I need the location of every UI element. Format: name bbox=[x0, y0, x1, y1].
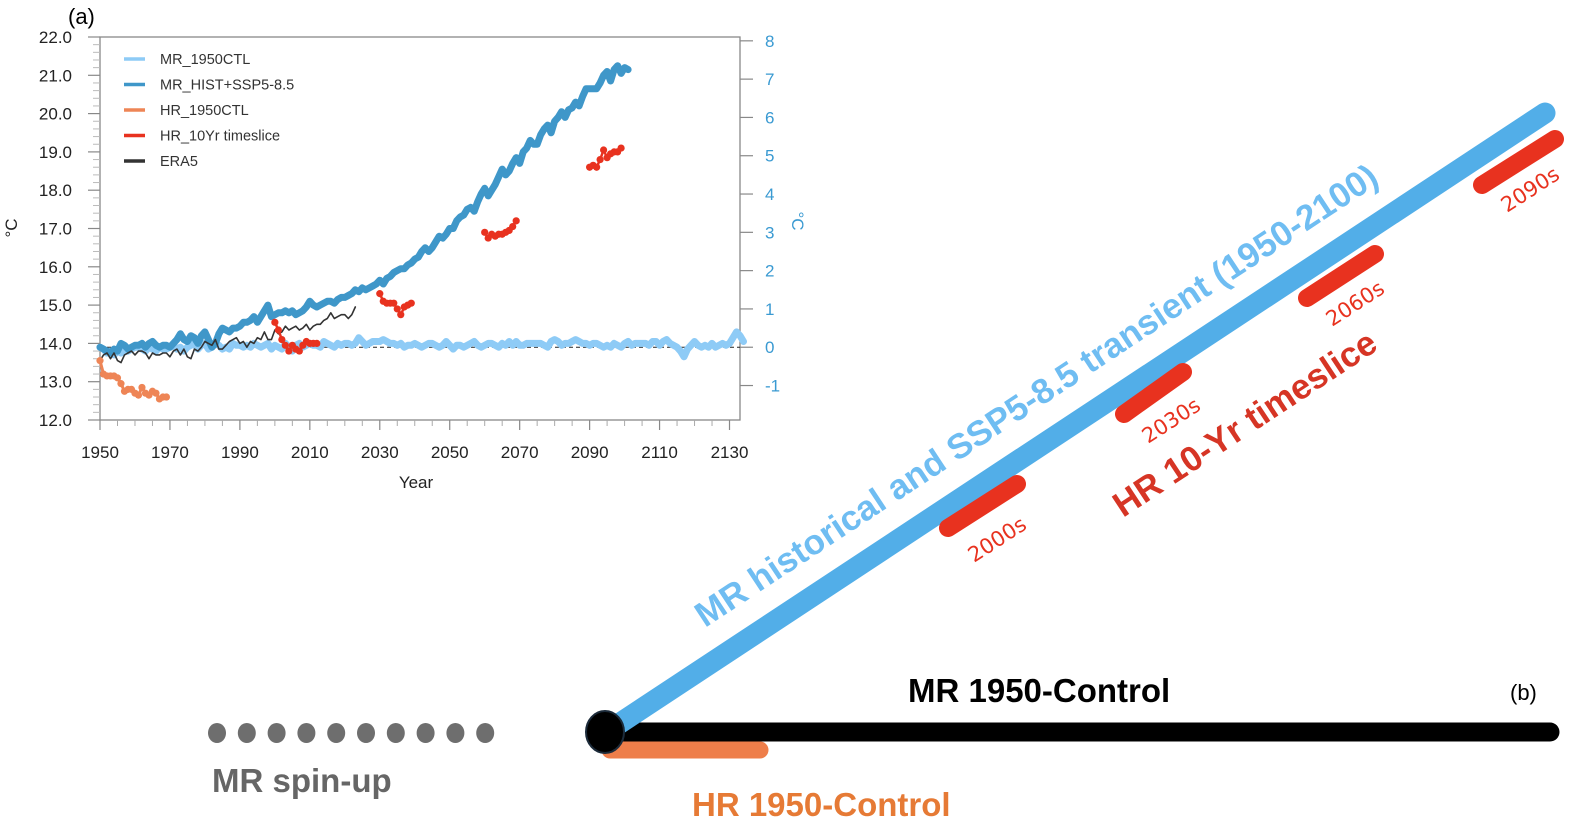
y-right-tick-label: 8 bbox=[765, 32, 774, 51]
series-layer bbox=[96, 62, 747, 403]
data-point bbox=[271, 318, 279, 326]
data-point bbox=[481, 228, 489, 236]
spinup-dot bbox=[208, 723, 226, 743]
data-point bbox=[407, 299, 415, 307]
data-point bbox=[278, 335, 286, 344]
spinup-label: MR spin-up bbox=[212, 762, 392, 799]
y-right-tick-label: 7 bbox=[765, 70, 774, 89]
hr-control-label: HR 1950-Control bbox=[692, 786, 951, 823]
series-line-mr-1950ctl bbox=[96, 328, 747, 361]
spinup-dot bbox=[357, 723, 375, 743]
y-tick-label: 22.0 bbox=[39, 28, 72, 47]
y-right-tick-label: 0 bbox=[765, 338, 774, 357]
y-right-tick-label: 4 bbox=[765, 185, 774, 204]
x-tick-label: 2110 bbox=[641, 443, 678, 462]
data-point bbox=[512, 217, 520, 225]
data-point bbox=[393, 305, 401, 313]
x-tick-label: 2130 bbox=[711, 443, 749, 462]
spinup-dot bbox=[327, 723, 346, 743]
x-tick-label: 2030 bbox=[361, 443, 399, 462]
legend-label: MR_1950CTL bbox=[160, 52, 250, 68]
x-tick-label: 2050 bbox=[431, 443, 469, 462]
y-right-tick-label: -1 bbox=[765, 377, 780, 396]
y-axis-title: °C bbox=[2, 218, 21, 237]
spinup-dot bbox=[267, 723, 286, 743]
panel-a-label: (a) bbox=[68, 4, 95, 29]
data-point bbox=[295, 347, 303, 355]
axis-ticks: 1950 1970 1990 2010 2030 2050 2070 2090 2110 2130… bbox=[39, 28, 780, 462]
x-tick-label: 1970 bbox=[151, 443, 189, 462]
panel-b-label: (b) bbox=[1510, 680, 1537, 705]
legend-label: HR_1950CTL bbox=[160, 103, 249, 119]
legend: MR_1950CTL MR_HIST+SSP5-8.5 HR_1950CTL HR_1… bbox=[124, 52, 294, 170]
data-point bbox=[593, 163, 601, 171]
y-tick-label: 16.0 bbox=[39, 258, 72, 277]
data-point bbox=[281, 341, 289, 349]
y-tick-label: 21.0 bbox=[39, 66, 72, 85]
x-axis-title: Year bbox=[399, 473, 434, 492]
spinup-dot bbox=[386, 723, 405, 743]
x-tick-label: 2010 bbox=[291, 443, 329, 462]
data-point bbox=[274, 326, 282, 334]
x-tick-label: 1990 bbox=[221, 443, 259, 462]
y-right-tick-label: 2 bbox=[765, 262, 774, 281]
data-point bbox=[600, 146, 608, 154]
data-point bbox=[117, 380, 125, 388]
data-point bbox=[113, 374, 122, 382]
branch-node bbox=[585, 710, 625, 754]
plot-frame bbox=[99, 36, 741, 421]
y-axis-right-title: °C bbox=[788, 211, 807, 230]
y-tick-label: 14.0 bbox=[39, 334, 72, 353]
timeslice-bar bbox=[1473, 130, 1564, 194]
legend-label: ERA5 bbox=[160, 154, 198, 170]
y-tick-label: 15.0 bbox=[39, 296, 72, 315]
legend-label: HR_10Yr timeslice bbox=[160, 129, 280, 145]
data-point bbox=[134, 391, 143, 399]
spinup-dot bbox=[446, 723, 465, 743]
mr-control-label: MR 1950-Control bbox=[908, 672, 1170, 709]
spinup-dot bbox=[476, 723, 495, 743]
timeslice-bar bbox=[1115, 363, 1192, 423]
y-right-tick-label: 3 bbox=[765, 223, 774, 242]
y-tick-label: 17.0 bbox=[39, 220, 72, 239]
data-point bbox=[162, 393, 171, 401]
series-line-era5 bbox=[99, 306, 357, 364]
data-point bbox=[617, 144, 625, 152]
y-tick-label: 13.0 bbox=[39, 373, 72, 392]
data-point bbox=[285, 347, 293, 355]
data-point bbox=[596, 155, 604, 164]
timeslice-bar bbox=[1298, 245, 1384, 307]
data-point bbox=[509, 222, 517, 231]
panel-b-diagram: 2000s 2030s 2060s 2090s MR historical an… bbox=[208, 102, 1564, 823]
x-tick-label: 2070 bbox=[501, 443, 539, 462]
spinup-dots bbox=[208, 723, 495, 743]
y-right-tick-label: 6 bbox=[765, 108, 774, 127]
y-tick-label: 18.0 bbox=[39, 181, 72, 200]
x-tick-label: 1950 bbox=[81, 443, 119, 462]
y-right-tick-label: 5 bbox=[765, 147, 774, 166]
y-right-tick-label: 1 bbox=[765, 300, 774, 319]
panel-a-chart: (a) 1950 1970 1990 2010 2030 2050 2070 2090 2110… bbox=[2, 4, 807, 492]
transient-bar bbox=[594, 102, 1556, 744]
data-point bbox=[376, 290, 384, 298]
data-point bbox=[138, 383, 146, 392]
y-tick-label: 12.0 bbox=[39, 411, 72, 430]
spinup-dot bbox=[416, 723, 435, 743]
timeslice-bar bbox=[939, 475, 1026, 537]
data-point bbox=[96, 357, 104, 365]
series-line-mr-hist-ssp5-8-5 bbox=[96, 62, 632, 357]
data-point bbox=[152, 389, 160, 397]
y-tick-label: 19.0 bbox=[39, 143, 72, 162]
x-tick-label: 2090 bbox=[571, 443, 609, 462]
spinup-dot bbox=[297, 723, 316, 743]
legend-label: MR_HIST+SSP5-8.5 bbox=[160, 78, 294, 94]
data-point bbox=[313, 339, 321, 347]
data-point bbox=[397, 311, 405, 319]
y-tick-label: 20.0 bbox=[39, 105, 72, 124]
data-point bbox=[390, 299, 398, 307]
spinup-dot bbox=[237, 723, 256, 743]
